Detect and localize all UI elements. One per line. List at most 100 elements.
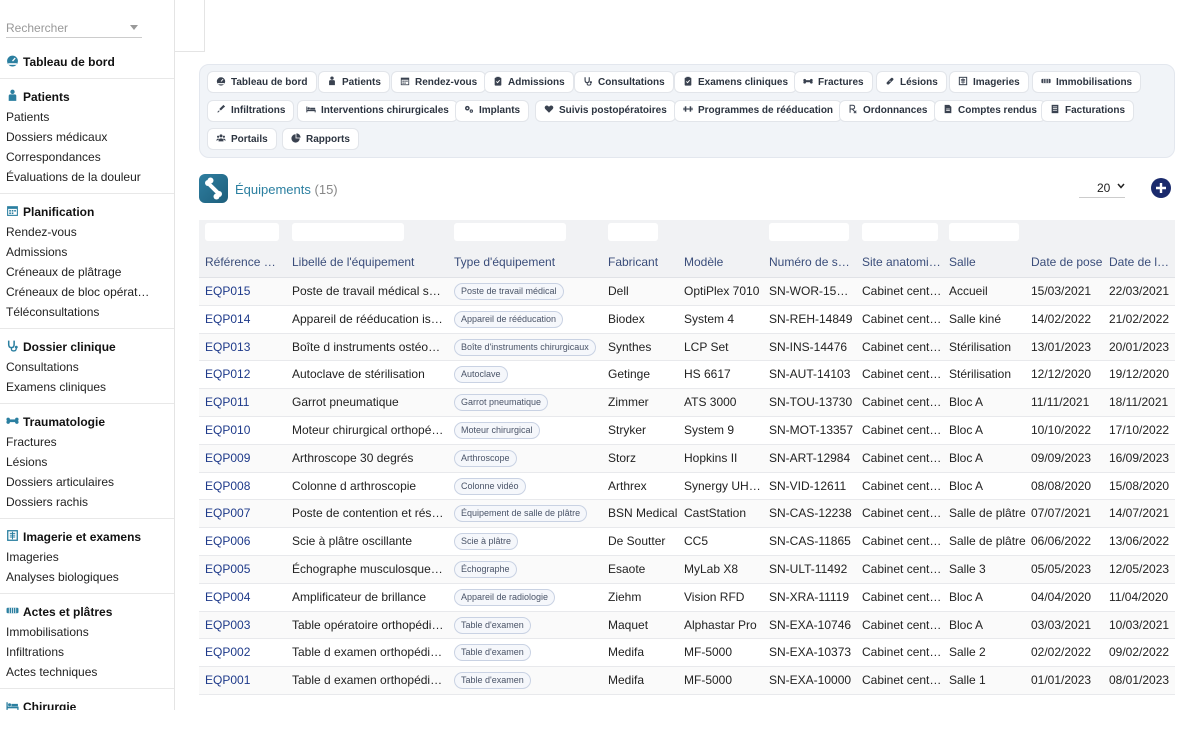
table-row[interactable]: EQP008 Colonne d arthroscopie Colonne vidé… — [199, 473, 1175, 501]
equipment-reference-link[interactable]: EQP013 — [205, 339, 251, 354]
table-row[interactable]: EQP004 Amplificateur de brillance Appareil… — [199, 584, 1175, 612]
module-chip[interactable]: Comptes rendus — [934, 99, 1046, 122]
sidebar-item[interactable]: Correspondances — [6, 150, 101, 164]
add-equipment-button[interactable] — [1151, 178, 1171, 198]
table-row[interactable]: EQP010 Moteur chirurgical orthopédi… Moteu… — [199, 417, 1175, 445]
module-chip[interactable]: Interventions chirurgicales — [297, 99, 458, 122]
table-row[interactable]: EQP011 Garrot pneumatique Garrot pneumatiq… — [199, 389, 1175, 417]
equipment-reference-link[interactable]: EQP003 — [205, 617, 251, 632]
module-chip[interactable]: Portails — [207, 128, 277, 150]
sidebar-section-2[interactable]: Planification — [0, 202, 174, 222]
sidebar-item[interactable]: Imageries — [6, 550, 59, 564]
sidebar-item[interactable]: Fractures — [6, 435, 57, 449]
module-chip[interactable]: Lésions — [876, 71, 947, 93]
sidebar-item[interactable]: Analyses biologiques — [6, 570, 119, 584]
column-header[interactable]: Date de pose — [1031, 255, 1103, 269]
equipment-reference-link[interactable]: EQP001 — [205, 673, 251, 688]
sidebar-item[interactable]: Admissions — [6, 245, 68, 259]
table-row[interactable]: EQP012 Autoclave de stérilisation Autoclav… — [199, 361, 1175, 390]
module-chip[interactable]: Programmes de rééducation — [674, 99, 843, 122]
equipment-reference-link[interactable]: EQP011 — [205, 395, 250, 410]
equipment-reference-link[interactable]: EQP007 — [205, 506, 251, 521]
sidebar-item[interactable]: Dossiers médicaux — [6, 130, 108, 144]
sidebar-section-1[interactable]: Patients — [0, 87, 174, 107]
module-chip[interactable]: Suivis postopératoires — [535, 99, 676, 122]
module-chip[interactable]: Facturations — [1041, 99, 1135, 122]
sidebar-item[interactable]: Évaluations de la douleur — [6, 170, 141, 184]
table-row[interactable]: EQP014 Appareil de rééducation iso… Appare… — [199, 306, 1175, 334]
column-header[interactable]: Numéro de s… — [769, 255, 850, 269]
module-chip[interactable]: Imageries — [949, 71, 1029, 93]
column-filter-input[interactable] — [608, 223, 658, 241]
table-row[interactable]: EQP007 Poste de contention et résine Équip… — [199, 500, 1175, 529]
module-chip[interactable]: Admissions — [484, 71, 574, 93]
module-chip[interactable]: Ordonnances — [839, 99, 937, 122]
sidebar-item[interactable]: Téléconsultations — [6, 305, 100, 319]
sidebar-section-7[interactable]: Chirurgie — [0, 697, 174, 710]
module-chip[interactable]: Examens cliniques — [674, 71, 798, 93]
column-filter-input[interactable] — [862, 223, 938, 241]
equipment-reference-link[interactable]: EQP006 — [205, 534, 251, 549]
sidebar-item[interactable]: Créneaux de plâtrage — [6, 265, 122, 279]
column-filter-input[interactable] — [769, 223, 849, 241]
sidebar-section-6[interactable]: Actes et plâtres — [0, 602, 174, 622]
column-header[interactable]: Type d'équipement — [454, 255, 556, 269]
table-row[interactable]: EQP005 Échographe musculosquele… Échograph… — [199, 555, 1175, 584]
sidebar-section-3[interactable]: Dossier clinique — [0, 337, 174, 357]
module-chip[interactable]: Rapports — [282, 128, 359, 150]
column-filter-input[interactable] — [454, 223, 566, 241]
column-header[interactable]: Site anatomi… — [862, 255, 941, 269]
table-row[interactable]: EQP003 Table opératoire orthopédique Table… — [199, 611, 1175, 640]
sidebar-item[interactable]: Créneaux de bloc opérat… — [6, 285, 150, 299]
equipment-reference-link[interactable]: EQP010 — [205, 422, 251, 437]
sidebar-item[interactable]: Examens cliniques — [6, 380, 107, 394]
module-chip[interactable]: Fractures — [794, 71, 873, 93]
table-row[interactable]: EQP013 Boîte d instruments ostéosy… Boîte … — [199, 333, 1175, 362]
table-cell: 13/01/2023 — [1031, 339, 1092, 354]
table-row[interactable]: EQP006 Scie à plâtre oscillante Scie à plâ… — [199, 528, 1175, 556]
column-header[interactable]: Libellé de l'équipement — [292, 255, 415, 269]
equipment-reference-link[interactable]: EQP012 — [205, 367, 251, 382]
equipment-reference-link[interactable]: EQP002 — [205, 645, 251, 660]
sidebar-item[interactable]: Actes techniques — [6, 665, 98, 679]
equipment-reference-link[interactable]: EQP008 — [205, 478, 251, 493]
equipment-reference-link[interactable]: EQP009 — [205, 450, 251, 465]
column-filter-input[interactable] — [949, 223, 1019, 241]
equipment-reference-link[interactable]: EQP014 — [205, 311, 251, 326]
table-row[interactable]: EQP002 Table d examen orthopédiq… Table d'… — [199, 639, 1175, 668]
sidebar-item[interactable]: Dossiers articulaires — [6, 475, 115, 489]
column-header[interactable]: Salle — [949, 255, 976, 269]
equipment-reference-link[interactable]: EQP004 — [205, 589, 251, 604]
column-filter-input[interactable] — [292, 223, 404, 241]
sidebar-section-0[interactable]: Tableau de bord — [0, 52, 174, 72]
sidebar-item[interactable]: Patients — [6, 110, 50, 124]
sidebar-item[interactable]: Infiltrations — [6, 645, 65, 659]
sidebar-item[interactable]: Dossiers rachis — [6, 495, 89, 509]
column-header[interactable]: Date de la pr… — [1109, 255, 1175, 269]
sidebar-section-4[interactable]: Traumatologie — [0, 412, 174, 432]
caret-down-icon[interactable] — [130, 25, 138, 30]
table-row[interactable]: EQP009 Arthroscope 30 degrés Arthroscope St… — [199, 444, 1175, 473]
sidebar-item[interactable]: Rendez-vous — [6, 225, 77, 239]
module-chip[interactable]: Implants — [455, 99, 530, 122]
page-size-select[interactable]: 20 — [1079, 178, 1125, 198]
equipment-reference-link[interactable]: EQP015 — [205, 284, 251, 298]
module-chip[interactable]: Tableau de bord — [207, 71, 317, 93]
module-chip[interactable]: Consultations — [574, 71, 674, 93]
module-chip[interactable]: Patients — [318, 71, 390, 93]
module-chip[interactable]: Rendez-vous — [391, 71, 487, 93]
table-row[interactable]: EQP001 Table d examen orthopédiq… Table d'… — [199, 667, 1175, 695]
column-header[interactable]: Référence d… — [205, 255, 279, 269]
table-row[interactable]: EQP015 Poste de travail médical sec… Poste… — [199, 278, 1175, 306]
sidebar-item[interactable]: Immobilisations — [6, 625, 89, 639]
module-chip[interactable]: Immobilisations — [1032, 71, 1142, 93]
sidebar-section-5[interactable]: Imagerie et examens — [0, 527, 174, 547]
equipment-reference-link[interactable]: EQP005 — [205, 561, 251, 576]
module-chip[interactable]: Infiltrations — [207, 99, 295, 122]
sidebar-item[interactable]: Consultations — [6, 360, 79, 374]
sidebar-item[interactable]: Lésions — [6, 455, 48, 469]
column-header[interactable]: Modèle — [684, 255, 724, 269]
search-select[interactable]: Rechercher — [6, 14, 142, 38]
column-filter-input[interactable] — [205, 223, 279, 241]
column-header[interactable]: Fabricant — [608, 255, 659, 269]
